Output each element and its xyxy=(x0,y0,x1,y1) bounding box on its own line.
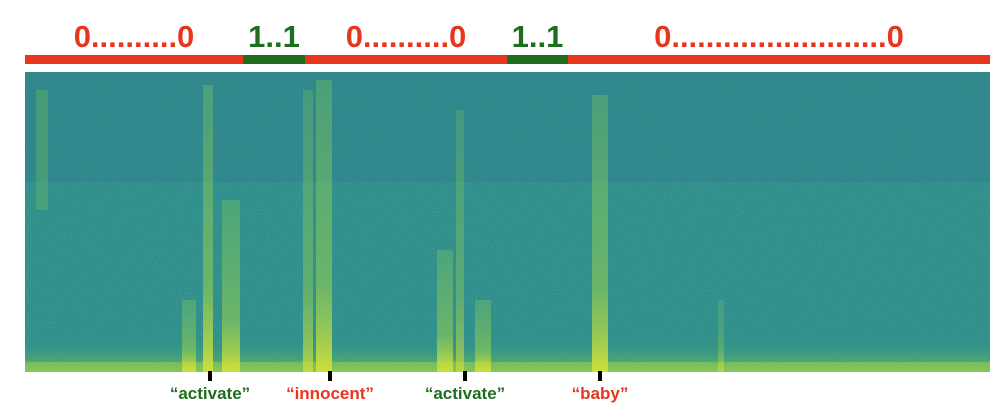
word-label: “activate” xyxy=(170,384,250,403)
label-bar-segment xyxy=(243,55,305,64)
spectrogram-streak xyxy=(316,80,332,372)
spectrogram-streak xyxy=(437,250,453,372)
word-tick xyxy=(598,371,602,381)
spectrogram-streak xyxy=(592,95,608,372)
spectrogram-streak xyxy=(718,300,724,372)
word-tick xyxy=(328,371,332,381)
segment-label: 0..........0 xyxy=(74,19,195,54)
spectrogram-streak xyxy=(203,85,213,372)
label-bar-segment xyxy=(507,55,568,64)
spectrogram-bottom xyxy=(25,362,990,372)
word-tick xyxy=(208,371,212,381)
word-label: “activate” xyxy=(425,384,505,403)
segment-label: 0..........0 xyxy=(346,19,467,54)
spectrogram-streak xyxy=(182,300,196,372)
label-bar-segment xyxy=(25,55,243,64)
word-tick xyxy=(463,371,467,381)
spectrogram-streak xyxy=(303,90,313,372)
label-bar-segment xyxy=(568,55,990,64)
word-label: “innocent” xyxy=(286,384,374,403)
word-label: “baby” xyxy=(572,384,629,403)
spectrogram-streak xyxy=(36,90,48,210)
spectrogram-streak xyxy=(456,110,464,372)
segment-label: 0.........................0 xyxy=(654,19,904,54)
segment-label: 1..1 xyxy=(512,19,564,54)
label-bar-segment xyxy=(305,55,507,64)
segment-label: 1..1 xyxy=(248,19,300,54)
spectrogram xyxy=(25,72,990,372)
spectrogram-streak xyxy=(222,200,240,372)
spectrogram-shade xyxy=(25,72,990,182)
spectrogram-streak xyxy=(475,300,491,372)
